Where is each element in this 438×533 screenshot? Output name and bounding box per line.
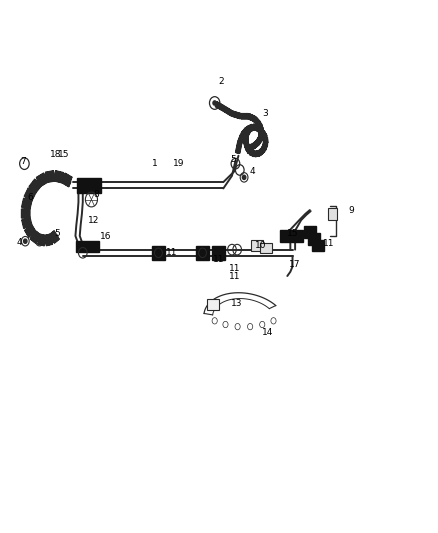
Text: 18: 18 bbox=[49, 150, 61, 159]
Bar bbox=[212, 246, 225, 260]
Bar bbox=[152, 246, 165, 260]
Bar bbox=[260, 243, 272, 253]
Circle shape bbox=[213, 101, 216, 105]
Bar bbox=[280, 230, 303, 241]
Text: 1: 1 bbox=[152, 159, 158, 168]
Text: 15: 15 bbox=[287, 229, 298, 238]
Text: 5: 5 bbox=[55, 229, 60, 238]
Text: 10: 10 bbox=[254, 241, 266, 250]
Text: 14: 14 bbox=[262, 328, 274, 337]
Bar bbox=[76, 241, 99, 252]
Text: 19: 19 bbox=[173, 159, 184, 168]
Text: 12: 12 bbox=[88, 216, 100, 225]
Bar bbox=[328, 208, 337, 220]
Text: 6: 6 bbox=[28, 193, 33, 203]
Text: 7: 7 bbox=[20, 157, 26, 166]
Bar bbox=[311, 240, 324, 251]
Text: 11: 11 bbox=[213, 255, 225, 264]
Circle shape bbox=[242, 175, 246, 180]
Text: 4: 4 bbox=[17, 238, 23, 247]
Text: 9: 9 bbox=[349, 206, 354, 215]
Bar bbox=[251, 240, 263, 251]
Bar bbox=[304, 227, 316, 238]
Text: 11: 11 bbox=[230, 264, 241, 272]
Bar bbox=[78, 178, 101, 192]
Text: 2: 2 bbox=[218, 77, 224, 86]
Text: 11: 11 bbox=[323, 239, 334, 248]
Bar bbox=[308, 233, 320, 245]
Text: 5: 5 bbox=[231, 155, 237, 164]
Text: 8: 8 bbox=[94, 190, 99, 199]
Bar bbox=[196, 246, 209, 260]
Bar bbox=[207, 299, 219, 310]
Text: 11: 11 bbox=[166, 248, 178, 257]
Circle shape bbox=[24, 239, 27, 243]
Text: 4: 4 bbox=[249, 167, 255, 176]
Text: 13: 13 bbox=[231, 299, 242, 308]
Text: 16: 16 bbox=[100, 232, 112, 241]
Text: 17: 17 bbox=[289, 261, 300, 269]
Text: 15: 15 bbox=[58, 150, 70, 159]
Text: 3: 3 bbox=[262, 109, 268, 118]
Text: 11: 11 bbox=[230, 272, 241, 281]
